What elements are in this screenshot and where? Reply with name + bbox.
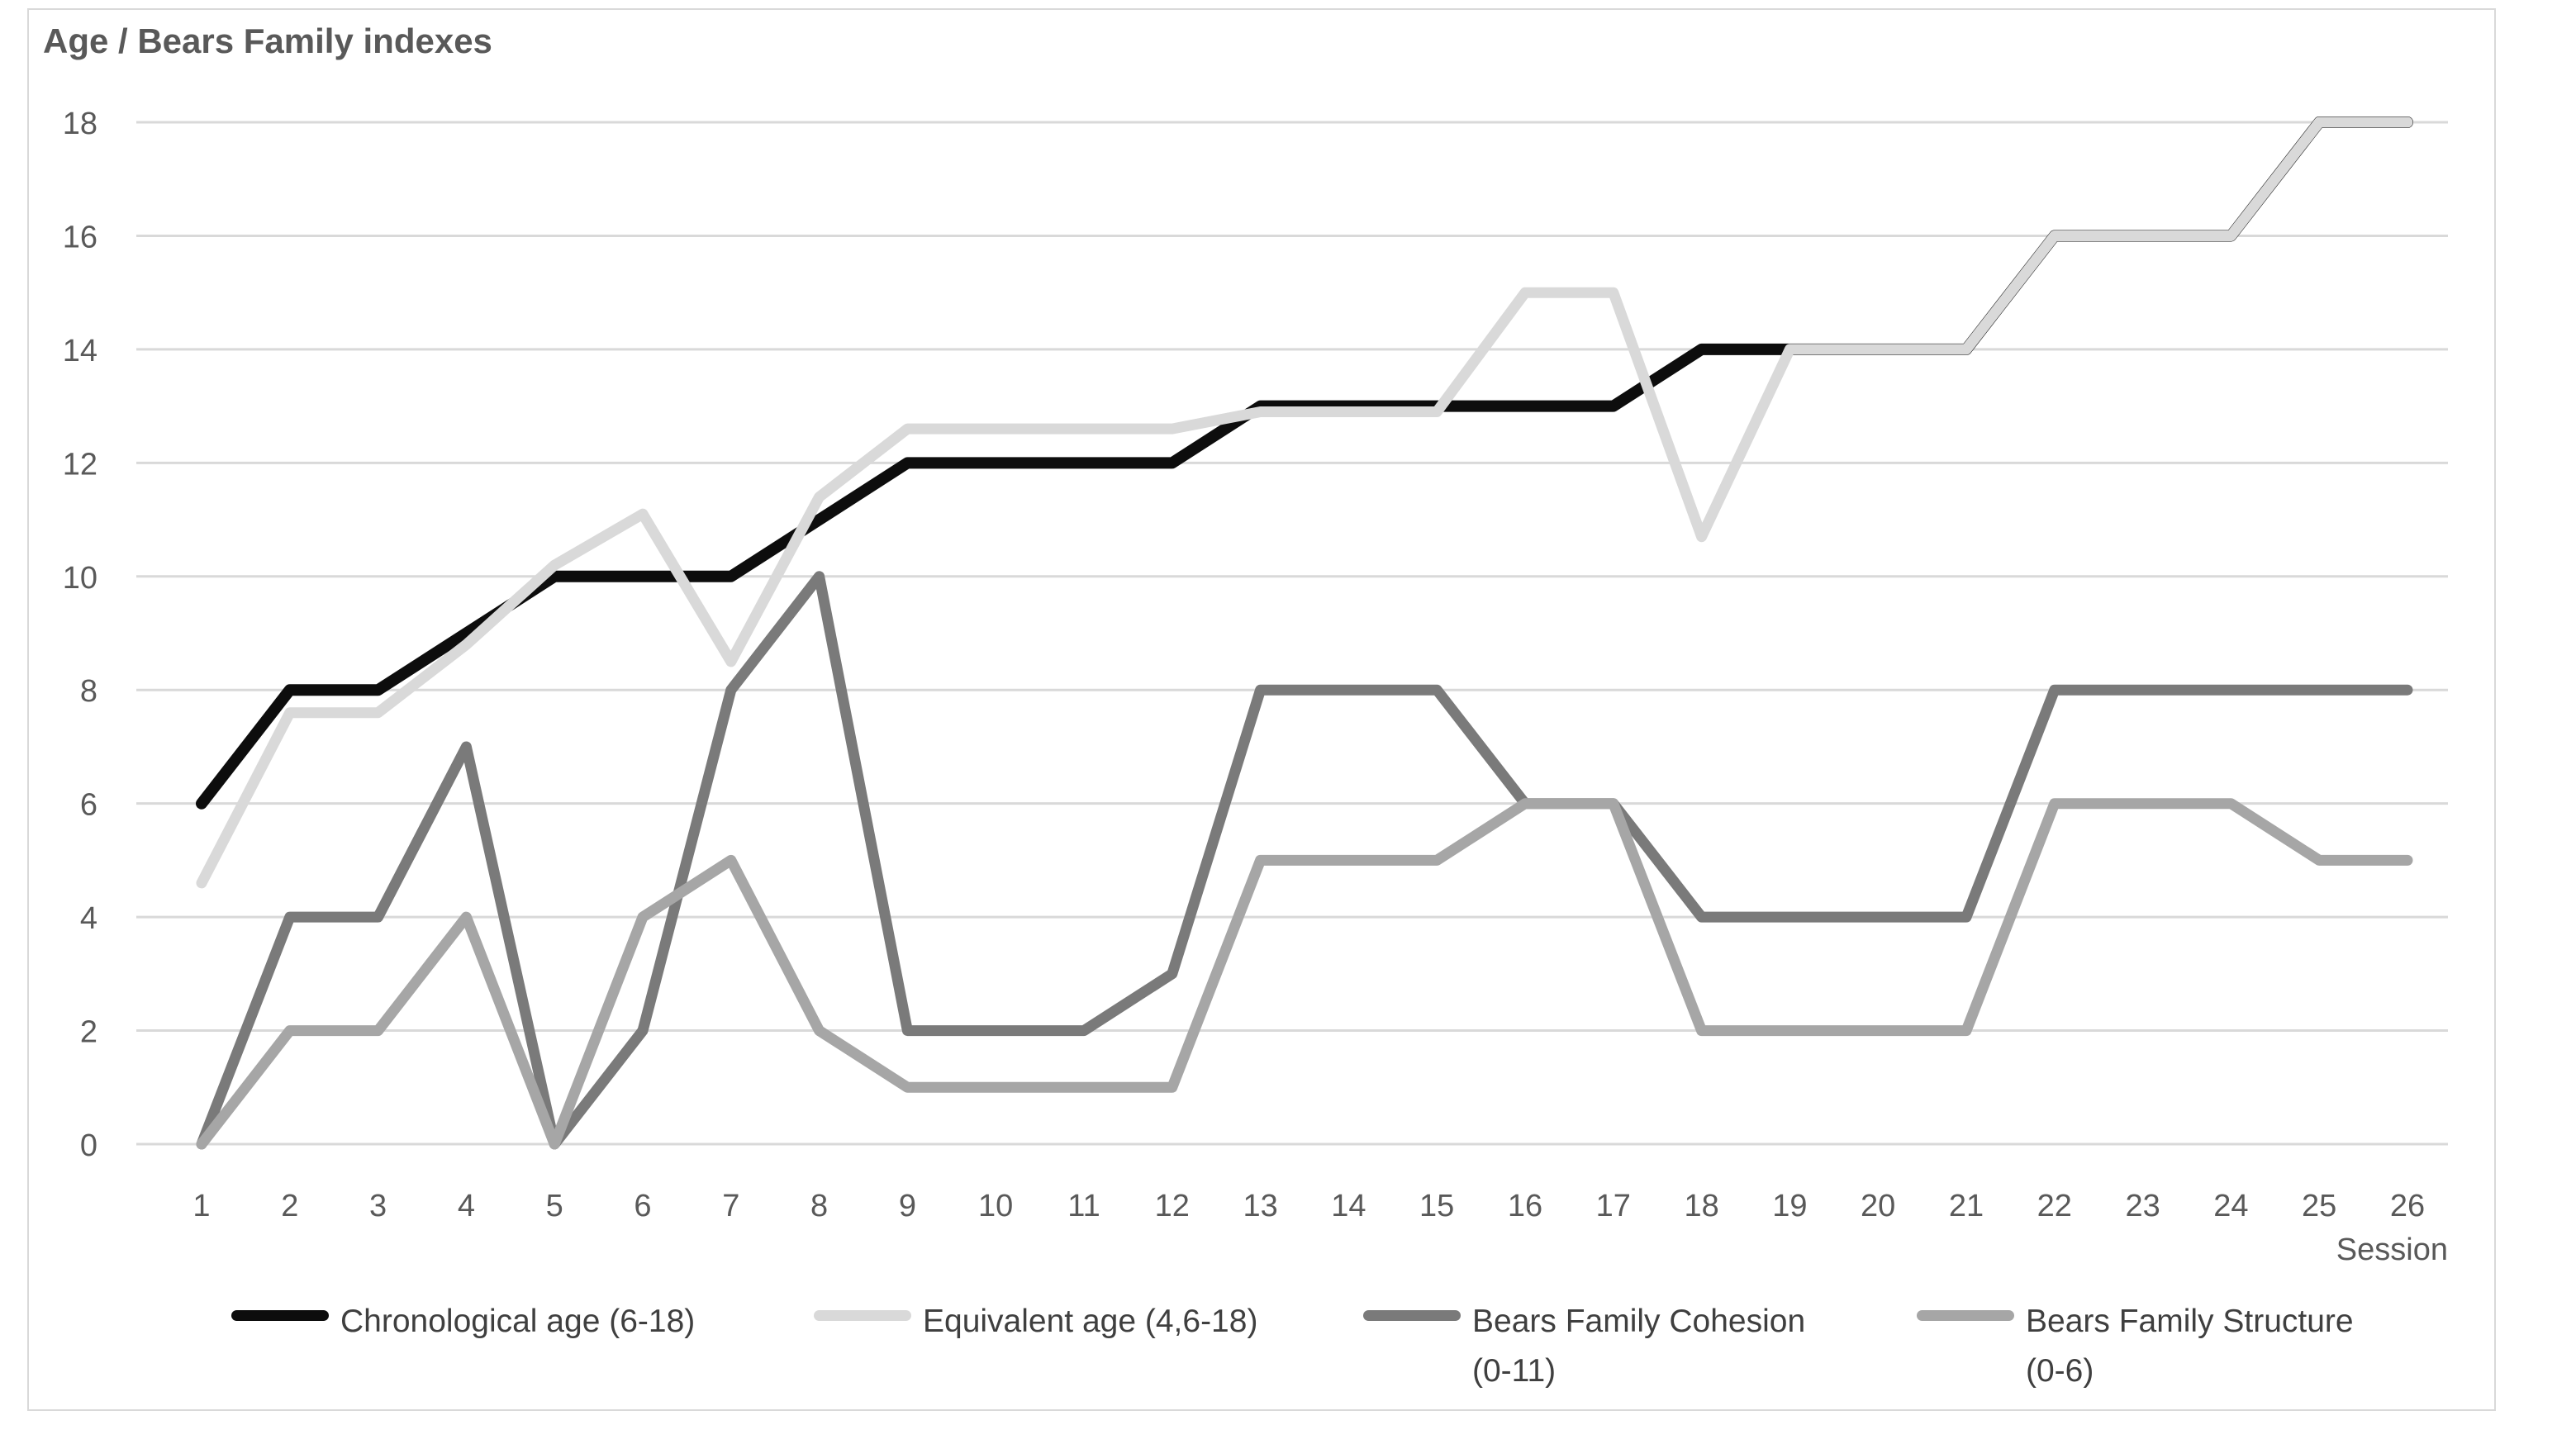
x-tick-label: 24: [2213, 1189, 2248, 1223]
x-tick-label: 9: [899, 1189, 916, 1223]
x-tick-label: 25: [2302, 1189, 2336, 1223]
series-line-3: [196, 798, 2413, 1150]
series-line-1: [196, 116, 2413, 889]
legend-label-line2: (0-6): [2026, 1353, 2094, 1389]
y-tick-label: 12: [63, 447, 97, 482]
chronological-age-line-swatch: [231, 1310, 329, 1321]
y-tick-label: 16: [63, 220, 97, 254]
x-tick-label: 22: [2037, 1189, 2072, 1223]
x-tick-label: 23: [2125, 1189, 2160, 1223]
equivalent-age-line-swatch: [814, 1310, 911, 1321]
x-tick-label: 1: [192, 1189, 210, 1223]
y-tick-label: 4: [80, 901, 97, 936]
legend-label: Chronological age (6-18): [340, 1304, 696, 1339]
x-tick-label: 4: [458, 1189, 475, 1223]
x-tick-label: 16: [1508, 1189, 1542, 1223]
legend-item-chronological-age: Chronological age (6-18): [231, 1297, 695, 1347]
legend-label-line2: (0-11): [1472, 1353, 1557, 1389]
x-tick-label: 12: [1155, 1189, 1190, 1223]
legend-label: Bears Family Structure (0-6): [2026, 1297, 2354, 1397]
legend-item-equivalent-age: Equivalent age (4,6-18): [814, 1297, 1257, 1347]
x-tick-label: 7: [722, 1189, 739, 1223]
x-tick-label: 5: [546, 1189, 563, 1223]
legend-label-line1: Bears Family Structure: [2026, 1304, 2354, 1339]
y-tick-label: 18: [63, 107, 97, 141]
y-tick-label: 6: [80, 788, 97, 823]
legend-item-bears-family-cohesion: Bears Family Cohesion (0-11): [1363, 1297, 1805, 1397]
x-tick-label: 21: [1949, 1189, 1984, 1223]
chart-title: Age / Bears Family indexes: [43, 21, 492, 60]
legend-label: Bears Family Cohesion (0-11): [1472, 1297, 1805, 1397]
x-tick-label: 2: [281, 1189, 298, 1223]
bears-family-structure-line-swatch: [1917, 1310, 2014, 1321]
x-tick-label: 17: [1596, 1189, 1631, 1223]
x-tick-label: 18: [1684, 1189, 1718, 1223]
y-tick-label: 14: [63, 334, 97, 368]
x-tick-label: 10: [978, 1189, 1013, 1223]
x-tick-label: 15: [1419, 1189, 1454, 1223]
x-tick-label: 14: [1331, 1189, 1366, 1223]
chart-legend: Chronological age (6-18) Equivalent age …: [0, 1297, 2576, 1404]
legend-item-bears-family-structure: Bears Family Structure (0-6): [1917, 1297, 2354, 1397]
x-tick-label: 19: [1772, 1189, 1807, 1223]
y-tick-label: 10: [63, 561, 97, 596]
x-tick-label: 13: [1243, 1189, 1277, 1223]
legend-label: Equivalent age (4,6-18): [923, 1304, 1258, 1339]
x-tick-label: 6: [634, 1189, 651, 1223]
y-tick-label: 8: [80, 674, 97, 709]
legend-label-line1: Bears Family Cohesion: [1472, 1304, 1806, 1339]
x-axis-title: Session: [2336, 1233, 2448, 1267]
bears-family-cohesion-line-swatch: [1363, 1310, 1461, 1321]
x-tick-label: 11: [1067, 1189, 1100, 1223]
x-tick-label: 20: [1861, 1189, 1895, 1223]
x-tick-label: 8: [810, 1189, 828, 1223]
x-tick-label: 26: [2390, 1189, 2425, 1223]
y-tick-label: 0: [80, 1128, 97, 1163]
y-tick-label: 2: [80, 1015, 97, 1050]
series-line-2: [196, 571, 2413, 1150]
x-tick-label: 3: [369, 1189, 387, 1223]
